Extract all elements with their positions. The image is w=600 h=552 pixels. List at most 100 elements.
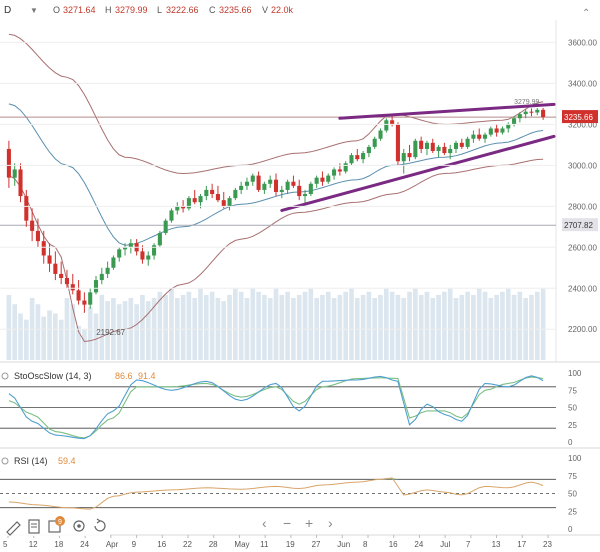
candle	[355, 148, 360, 162]
x-tick-label: May	[234, 540, 249, 549]
x-tick-label: 9	[132, 540, 137, 549]
candle-body	[419, 140, 424, 149]
stoch-tick-label: 25	[568, 421, 577, 430]
volume-bar	[116, 304, 122, 360]
candle	[384, 118, 389, 133]
candle	[6, 140, 11, 188]
candle-body	[152, 245, 157, 256]
volume-bar	[169, 288, 174, 360]
price-tick-label: 2200.00	[568, 325, 597, 334]
bollinger-lower-line	[8, 158, 544, 343]
candle	[35, 218, 40, 248]
x-tick-label: 16	[389, 540, 398, 549]
volume-bar	[511, 294, 517, 360]
candle-body	[529, 111, 534, 113]
document-icon[interactable]	[28, 519, 40, 534]
volume-bar	[418, 294, 424, 360]
x-tick-label: 24	[80, 540, 89, 549]
candle	[111, 255, 116, 270]
symbol-label[interactable]: D	[4, 5, 11, 16]
candle-body	[430, 142, 435, 152]
x-tick-label: 27	[312, 540, 321, 549]
collapse-chevron-icon[interactable]: ⌃	[582, 8, 590, 19]
candle-body	[204, 189, 209, 197]
candle	[517, 112, 522, 123]
candle-body	[18, 169, 23, 197]
volume-bar	[308, 288, 314, 360]
candle-body	[506, 124, 511, 129]
candle-body	[401, 153, 406, 162]
candle-body	[512, 118, 517, 125]
rsi-tick-label: 25	[568, 507, 577, 516]
candle-body	[221, 200, 226, 207]
open-label: O	[53, 5, 60, 15]
candle	[221, 191, 226, 209]
volume-bar	[41, 316, 47, 360]
candle-body	[465, 138, 470, 147]
zoom-in-button[interactable]: +	[305, 515, 313, 531]
candle	[430, 138, 435, 154]
stoch-tick-label: 50	[568, 404, 577, 413]
rsi-toggle-icon[interactable]	[1, 457, 9, 465]
volume-bar	[99, 294, 105, 360]
time-axis: 5 12 18 24 Apr 9 16 22 28 May 11 19 27 Jun 8 16 24 Jul 7 13…	[3, 535, 552, 549]
candle-body	[471, 134, 476, 139]
candle-body	[192, 198, 197, 203]
low-value: 3222.66	[166, 5, 199, 15]
volume-bar	[233, 288, 238, 360]
draw-icon[interactable]	[6, 521, 21, 536]
alert-icon[interactable]: 9	[48, 516, 65, 533]
settings-icon[interactable]	[73, 520, 85, 532]
trendlines[interactable]	[280, 102, 556, 212]
candle-body	[483, 134, 488, 139]
x-tick-label: 12	[29, 540, 38, 549]
volume-bar	[442, 291, 447, 360]
candle	[541, 107, 546, 120]
stoch-d-value: 91.4	[138, 371, 156, 381]
rsi-value: 59.4	[58, 456, 76, 466]
candle-body	[256, 175, 261, 190]
stoch-toggle-icon[interactable]	[1, 372, 9, 380]
candle-body	[477, 134, 482, 139]
candle	[12, 163, 17, 186]
dropdown-arrow-icon[interactable]: ▼	[30, 6, 38, 15]
volume-bar	[465, 291, 470, 360]
undo-icon[interactable]	[94, 518, 106, 532]
stoch-tick-label: 100	[568, 369, 582, 378]
volume-bar	[58, 319, 64, 360]
candle	[30, 208, 35, 242]
volume-bar	[296, 294, 302, 360]
candle	[93, 275, 99, 295]
candle	[459, 138, 464, 149]
x-tick-label: 18	[54, 540, 63, 549]
volume-bar	[157, 291, 163, 360]
candle-body	[146, 255, 151, 260]
candle	[523, 109, 528, 119]
candle	[297, 179, 302, 201]
candle-body	[332, 169, 337, 176]
candle	[500, 126, 505, 135]
candle	[146, 251, 151, 266]
volume-bar	[273, 288, 279, 360]
price-tick-label: 3000.00	[568, 161, 597, 170]
candle	[314, 175, 319, 188]
candle	[279, 185, 284, 199]
volume-bar	[471, 294, 476, 360]
candle	[105, 261, 110, 279]
candle	[204, 185, 209, 201]
candle-body	[500, 128, 505, 133]
price-tick-label: 2800.00	[568, 202, 597, 211]
candle	[175, 202, 180, 215]
volume-bar	[384, 288, 389, 360]
volume-bar	[134, 304, 139, 360]
volume-bar	[302, 291, 308, 360]
scroll-right-button[interactable]: ›	[328, 515, 333, 531]
scroll-left-button[interactable]: ‹	[262, 515, 267, 531]
x-tick-label: 23	[543, 540, 552, 549]
candle-body	[355, 155, 360, 160]
bottom-toolbar: 9	[0, 516, 110, 536]
zoom-out-button[interactable]: −	[283, 515, 291, 531]
candle	[233, 187, 238, 201]
rsi-tick-label: 100	[568, 454, 582, 463]
